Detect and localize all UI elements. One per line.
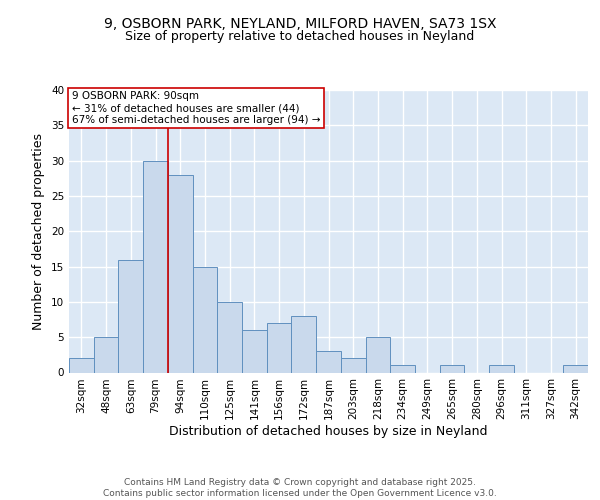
Bar: [94, 337, 118, 372]
X-axis label: Distribution of detached houses by size in Neyland: Distribution of detached houses by size …: [169, 425, 488, 438]
Bar: [69, 358, 94, 372]
Bar: [242, 330, 267, 372]
Bar: [489, 366, 514, 372]
Text: 9 OSBORN PARK: 90sqm
← 31% of detached houses are smaller (44)
67% of semi-detac: 9 OSBORN PARK: 90sqm ← 31% of detached h…: [71, 92, 320, 124]
Bar: [193, 266, 217, 372]
Bar: [267, 323, 292, 372]
Bar: [390, 366, 415, 372]
Text: 9, OSBORN PARK, NEYLAND, MILFORD HAVEN, SA73 1SX: 9, OSBORN PARK, NEYLAND, MILFORD HAVEN, …: [104, 18, 496, 32]
Bar: [563, 366, 588, 372]
Bar: [143, 160, 168, 372]
Bar: [118, 260, 143, 372]
Bar: [440, 366, 464, 372]
Text: Contains HM Land Registry data © Crown copyright and database right 2025.
Contai: Contains HM Land Registry data © Crown c…: [103, 478, 497, 498]
Bar: [217, 302, 242, 372]
Bar: [316, 352, 341, 372]
Y-axis label: Number of detached properties: Number of detached properties: [32, 132, 46, 330]
Bar: [341, 358, 365, 372]
Bar: [292, 316, 316, 372]
Bar: [365, 337, 390, 372]
Bar: [168, 175, 193, 372]
Text: Size of property relative to detached houses in Neyland: Size of property relative to detached ho…: [125, 30, 475, 43]
